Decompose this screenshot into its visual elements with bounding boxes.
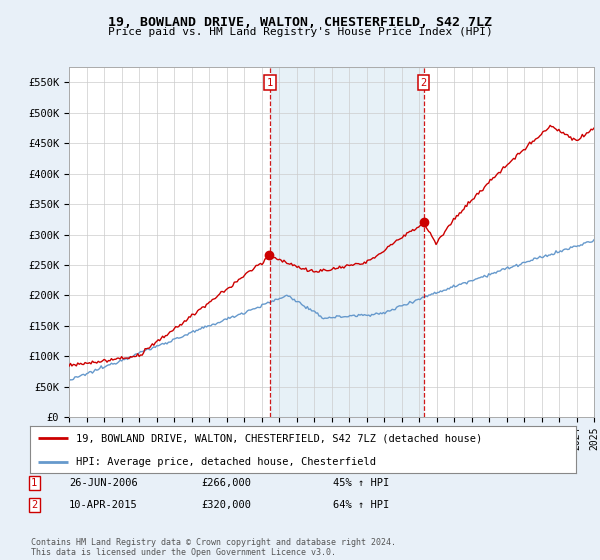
Text: 45% ↑ HPI: 45% ↑ HPI [333, 478, 389, 488]
Text: Price paid vs. HM Land Registry's House Price Index (HPI): Price paid vs. HM Land Registry's House … [107, 27, 493, 37]
Text: £266,000: £266,000 [201, 478, 251, 488]
Text: £320,000: £320,000 [201, 500, 251, 510]
Text: Contains HM Land Registry data © Crown copyright and database right 2024.
This d: Contains HM Land Registry data © Crown c… [31, 538, 396, 557]
Text: 2: 2 [421, 78, 427, 88]
Text: 2: 2 [31, 500, 37, 510]
Text: 26-JUN-2006: 26-JUN-2006 [69, 478, 138, 488]
Text: 19, BOWLAND DRIVE, WALTON, CHESTERFIELD, S42 7LZ: 19, BOWLAND DRIVE, WALTON, CHESTERFIELD,… [108, 16, 492, 29]
Text: 64% ↑ HPI: 64% ↑ HPI [333, 500, 389, 510]
Text: HPI: Average price, detached house, Chesterfield: HPI: Average price, detached house, Ches… [76, 458, 376, 467]
Text: 1: 1 [267, 78, 273, 88]
Text: 19, BOWLAND DRIVE, WALTON, CHESTERFIELD, S42 7LZ (detached house): 19, BOWLAND DRIVE, WALTON, CHESTERFIELD,… [76, 433, 482, 444]
Text: 10-APR-2015: 10-APR-2015 [69, 500, 138, 510]
Text: 1: 1 [31, 478, 37, 488]
